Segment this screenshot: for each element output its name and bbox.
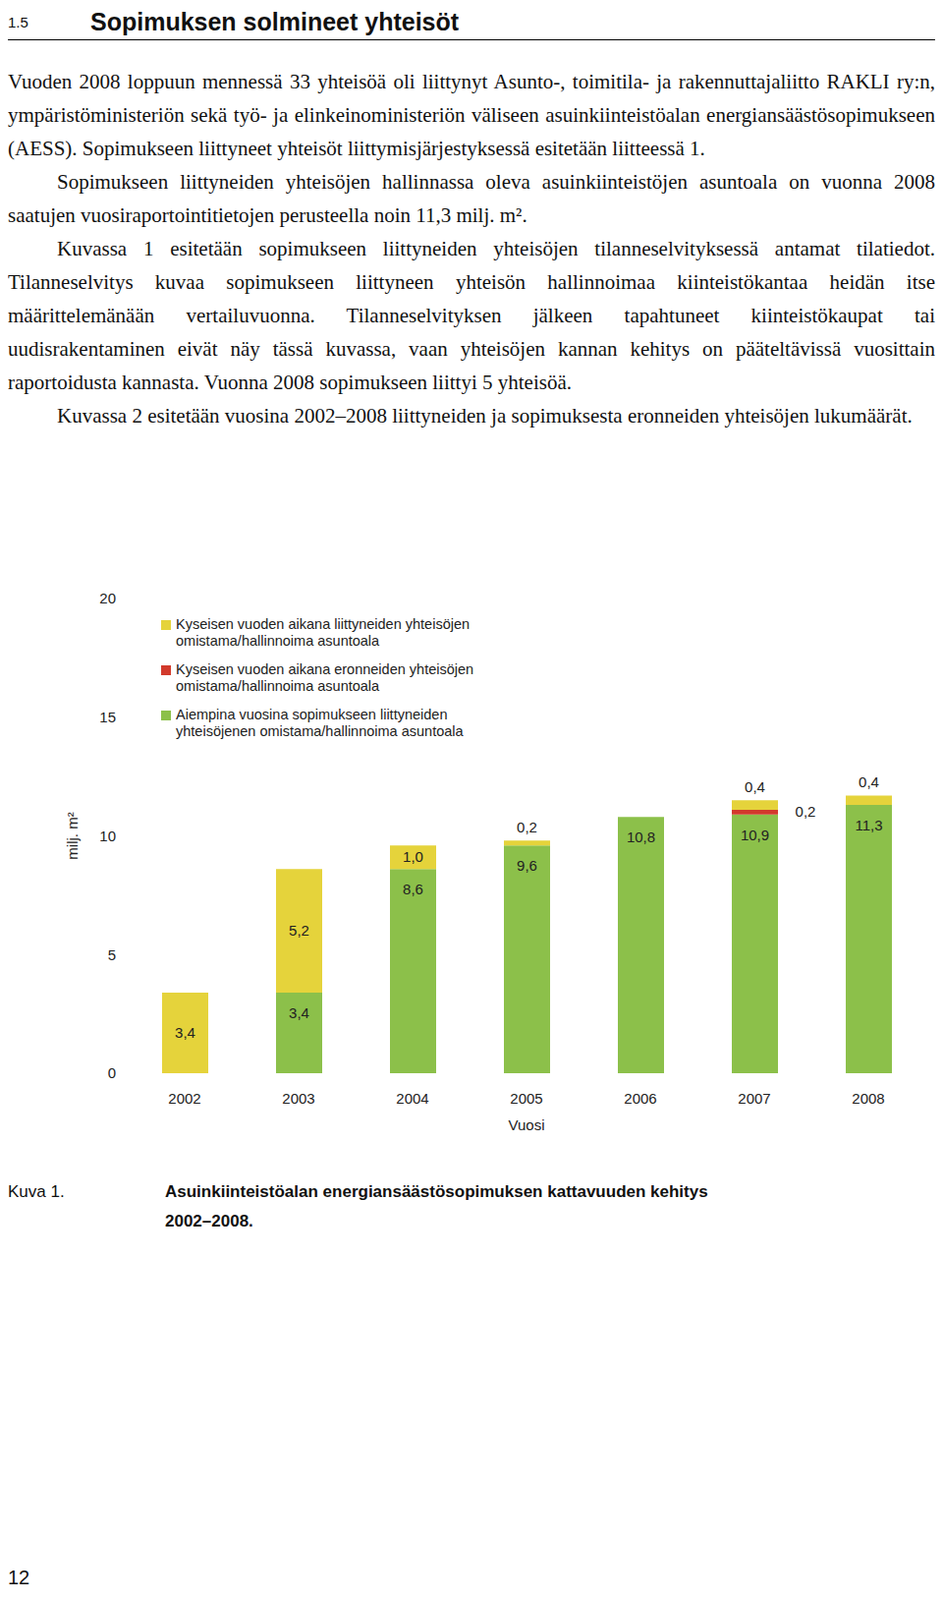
svg-text:2003: 2003 [281,1089,315,1107]
html-text:Sopimukseen liittyneiden yhtei: Sopimukseen liittyneiden yhteisöjen hall… [7,169,936,227]
svg-text:10,8: 10,8 [626,828,656,845]
svg-text:8,6: 8,6 [402,880,424,897]
svg-text:2005: 2005 [509,1089,543,1107]
svg-text:20: 20 [99,589,116,607]
html-text:Sopimuksen solmineet yhteisöt: Sopimuksen solmineet yhteisöt [90,7,459,36]
svg-text:0,4: 0,4 [858,773,880,790]
html-text:Kyseisen vuoden aikana liittyn: Kyseisen vuoden aikana liittyneiden yhte… [175,615,470,649]
svg-text:2002: 2002 [167,1089,201,1107]
svg-text:2006: 2006 [623,1089,657,1107]
html-text:12: 12 [7,1565,30,1588]
html-text:Kuvassa 2 esitetään vuosina 20: Kuvassa 2 esitetään vuosina 2002–2008 li… [56,403,913,428]
html-text:Aiempina vuosina sopimukseen l: Aiempina vuosina sopimukseen liittyneide… [175,706,464,739]
svg-text:5: 5 [108,945,116,963]
svg-text:0,4: 0,4 [744,777,766,795]
html-text:Asuinkiinteistöalan energiansä: Asuinkiinteistöalan energiansäästösopimu… [165,1181,708,1230]
svg-text:3,4: 3,4 [288,1003,310,1021]
svg-text:10: 10 [99,827,116,844]
svg-text:5,2: 5,2 [288,921,310,939]
svg-text:2004: 2004 [395,1089,429,1107]
html-text:Kyseisen vuoden aikana eronnei: Kyseisen vuoden aikana eronneiden yhteis… [175,661,474,694]
svg-text:2008: 2008 [851,1089,885,1107]
svg-text:milj. m²: milj. m² [63,811,81,859]
svg-text:10,9: 10,9 [740,826,770,843]
svg-text:11,3: 11,3 [854,816,883,833]
svg-text:2007: 2007 [737,1089,771,1107]
svg-text:9,6: 9,6 [516,856,538,874]
svg-text:0,2: 0,2 [795,802,817,820]
svg-text:15: 15 [99,708,116,725]
svg-text:3,4: 3,4 [174,1023,196,1041]
html-text:Vuoden 2008 loppuun mennessä 3: Vuoden 2008 loppuun mennessä 33 yhteisöä… [7,69,936,161]
html-text:Kuvassa 1 esitetään sopimuksee: Kuvassa 1 esitetään sopimukseen liittyne… [7,236,936,394]
svg-text:0,2: 0,2 [516,818,538,835]
svg-text:1,0: 1,0 [402,847,424,865]
html-text:1.5: 1.5 [7,13,29,31]
svg-text:0: 0 [108,1063,116,1081]
html-text:Kuva 1.: Kuva 1. [7,1181,65,1201]
svg-text:Vuosi: Vuosi [508,1115,546,1133]
